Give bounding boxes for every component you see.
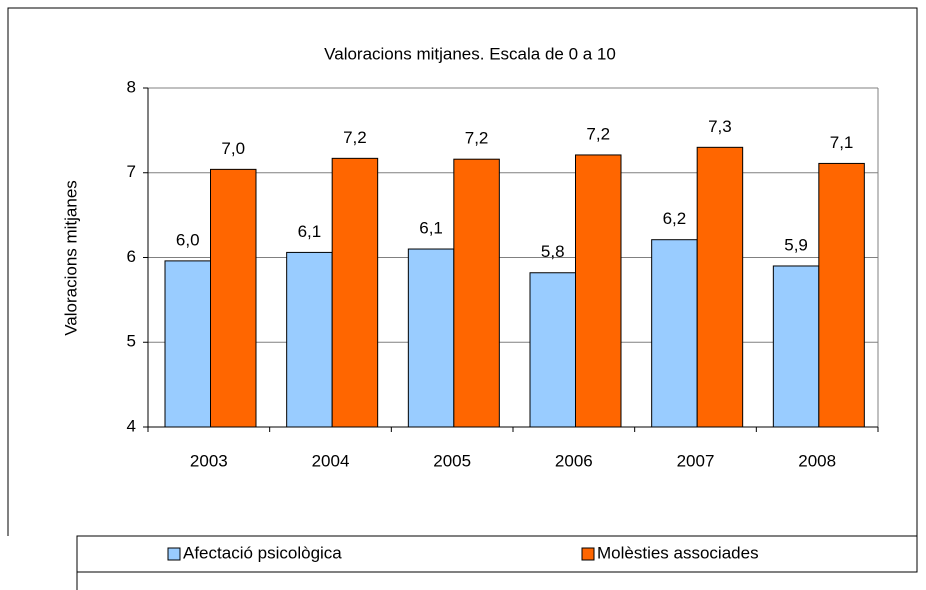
- x-tick-label: 2003: [190, 451, 228, 470]
- data-label: 6,1: [419, 219, 443, 238]
- x-tick-label: 2004: [312, 451, 350, 470]
- x-tick-label: 2006: [555, 451, 593, 470]
- y-tick-label: 7: [127, 162, 136, 181]
- data-label: 7,3: [708, 117, 732, 136]
- x-tick-label: 2007: [677, 451, 715, 470]
- bar: [772, 265, 820, 428]
- bar: [575, 154, 622, 428]
- legend-label: Molèsties associades: [597, 543, 759, 562]
- y-tick-label: 4: [127, 416, 136, 435]
- data-label: 6,0: [176, 230, 200, 249]
- data-label: 5,9: [784, 235, 808, 254]
- legend-swatch: [581, 547, 595, 561]
- data-label: 7,2: [343, 128, 367, 147]
- bar: [164, 260, 211, 428]
- legend-box: [76, 535, 918, 573]
- y-tick-label: 8: [127, 77, 136, 96]
- bar: [210, 168, 257, 428]
- chart-frame: [7, 7, 918, 536]
- y-tick-label: 6: [127, 247, 136, 266]
- bar: [453, 158, 500, 428]
- bar: [818, 162, 865, 428]
- bar: [331, 157, 379, 428]
- y-axis-label: Valoracions mitjanes: [61, 180, 80, 336]
- y-tick-label: 5: [127, 332, 136, 351]
- bar: [696, 146, 744, 428]
- legend-label: Afectació psicològica: [183, 543, 342, 562]
- data-label: 5,8: [541, 242, 565, 261]
- data-label: 6,2: [663, 209, 687, 228]
- x-tick-label: 2008: [798, 451, 836, 470]
- bar: [651, 239, 698, 428]
- chart-title: Valoracions mitjanes. Escala de 0 a 10: [324, 44, 616, 63]
- data-label: 7,2: [586, 124, 610, 143]
- x-tick-label: 2005: [433, 451, 471, 470]
- data-label: 7,2: [465, 129, 489, 148]
- bar: [407, 248, 455, 428]
- data-label: 7,1: [830, 133, 854, 152]
- legend-swatch: [167, 547, 181, 561]
- data-label: 7,0: [221, 139, 245, 158]
- bar: [529, 272, 576, 428]
- bar: [286, 251, 333, 428]
- data-label: 6,1: [298, 222, 322, 241]
